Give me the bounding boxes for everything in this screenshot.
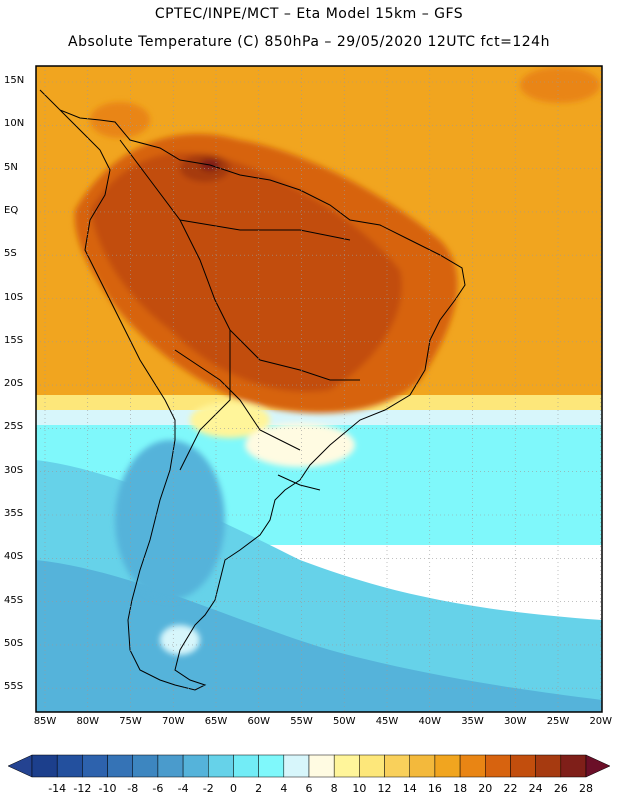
colorbar-tick-label: 24	[528, 782, 543, 795]
colorbar	[7, 754, 611, 778]
longitude-label: 40W	[418, 716, 442, 727]
colorbar-swatch	[107, 754, 133, 778]
colorbar-tick-label: 20	[478, 782, 493, 795]
colorbar-tick-label: 14	[402, 782, 417, 795]
colorbar-swatch	[333, 754, 360, 778]
colorbar-tick-label: 26	[553, 782, 568, 795]
colorbar-swatch	[157, 754, 184, 778]
longitude-label: 55W	[290, 716, 313, 727]
colorbar-swatch	[535, 754, 562, 778]
colorbar-swatch	[359, 754, 385, 778]
band-6-8	[36, 410, 602, 428]
colorbar-tick-label: -8	[127, 782, 139, 795]
latitude-label: 10S	[4, 291, 24, 303]
colorbar-swatch	[510, 754, 536, 778]
latitude-label: 20S	[4, 378, 24, 390]
colorbar-tick-label: -12	[73, 782, 92, 795]
colorbar-swatch	[459, 754, 486, 778]
colorbar-tick-label: 2	[255, 782, 263, 795]
colorbar-swatch	[485, 754, 511, 778]
colorbar-tick-label: 8	[330, 782, 338, 795]
colorbar-tick-label: -4	[177, 782, 189, 795]
colorbar-swatch	[409, 754, 436, 778]
temperature-field	[36, 66, 602, 712]
longitude-label: 60W	[247, 716, 271, 727]
latitude-label: 50S	[4, 637, 24, 649]
latitude-label: 5S	[4, 248, 17, 260]
latitude-label: 5N	[4, 161, 18, 173]
longitude-label: 85W	[33, 716, 57, 727]
colorbar-tick-label: 18	[453, 782, 468, 795]
colorbar-swatch	[208, 754, 234, 778]
latitude-label: 10N	[4, 118, 25, 130]
longitude-label: 20W	[589, 716, 613, 727]
latitude-label: 15N	[4, 75, 25, 86]
latitude-label: 35S	[4, 508, 24, 519]
colorbar-swatch	[283, 754, 310, 778]
latitude-label: 40S	[4, 551, 24, 563]
colorbar-swatch	[132, 754, 159, 778]
colorbar-tick-label: 6	[305, 782, 313, 795]
map-title-line-2: Absolute Temperature (C) 850hPa – 29/05/…	[68, 34, 550, 50]
colorbar-tick-label: -14	[48, 782, 67, 795]
colorbar-tick-label: 28	[579, 782, 593, 795]
colorbar-tick-label: 12	[377, 782, 392, 795]
colorbar-swatch	[182, 754, 209, 778]
longitude-label: 50W	[332, 716, 356, 727]
longitude-label: 45W	[375, 716, 399, 727]
colorbar-swatch	[434, 754, 461, 778]
longitude-label: 80W	[76, 716, 100, 727]
latitude-label: 30S	[4, 464, 24, 476]
colorbar-swatch	[82, 754, 108, 778]
colorbar-tick-label: 10	[352, 782, 367, 795]
coastline	[39, 89, 466, 691]
longitude-label: 75W	[119, 716, 142, 727]
colorbar-tick-label: -10	[98, 782, 117, 795]
latitude-label: 15S	[4, 334, 24, 346]
colorbar-tick-label: -2	[202, 782, 214, 795]
colorbar-swatch	[56, 754, 83, 778]
latitude-label: 45S	[4, 594, 24, 606]
longitude-label: 35W	[461, 716, 484, 727]
colorbar-under-arrow	[7, 754, 33, 778]
colorbar-swatch	[233, 754, 259, 778]
longitude-label: 25W	[546, 716, 570, 727]
colorbar-tick-label: 22	[503, 782, 518, 795]
colorbar-swatch	[384, 754, 410, 778]
colorbar-swatch	[258, 754, 285, 778]
plot-frame	[35, 65, 603, 713]
colorbar-tick-label: 16	[427, 782, 442, 795]
colorbar-swatch	[560, 754, 587, 778]
colorbar-tick-label: 0	[229, 782, 237, 795]
longitude-label: 30W	[503, 716, 527, 727]
longitude-label: 70W	[161, 716, 185, 727]
colorbar-tick-label: -6	[152, 782, 164, 795]
warm-cores	[74, 67, 600, 655]
colorbar-swatch	[31, 754, 58, 778]
map-title-line-1: CPTEC/INPE/MCT – Eta Model 15km – GFS	[154, 6, 464, 22]
longitude-label: 65W	[204, 716, 228, 727]
latitude-label: EQ	[4, 204, 19, 216]
colorbar-over-arrow	[585, 754, 611, 778]
latitude-label: 55S	[4, 681, 24, 693]
latitude-label: 25S	[4, 421, 24, 433]
colorbar-swatch	[308, 754, 335, 778]
colorbar-tick-label: 4	[280, 782, 288, 795]
